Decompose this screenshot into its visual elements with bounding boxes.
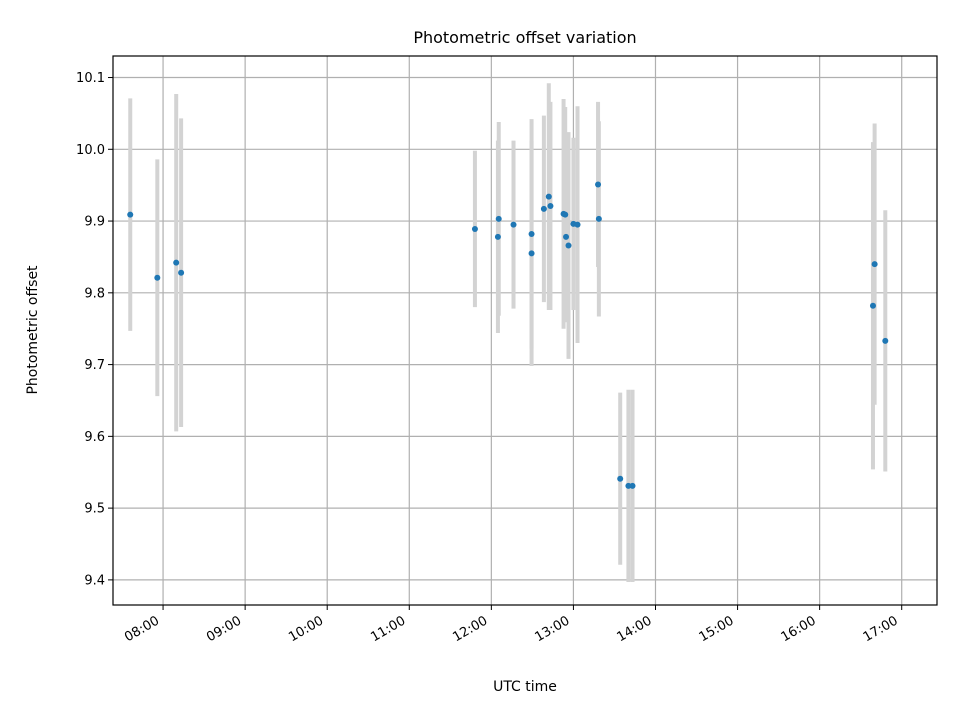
x-axis-label: UTC time (493, 679, 557, 695)
data-points (127, 181, 889, 489)
data-point (528, 250, 535, 257)
data-point (574, 221, 581, 228)
chart-title: Photometric offset variation (413, 28, 636, 47)
data-point (562, 211, 569, 218)
data-point (494, 233, 501, 240)
data-point (178, 269, 185, 276)
data-point (629, 482, 636, 489)
y-tick-label: 9.4 (84, 573, 105, 588)
data-point (127, 211, 134, 218)
y-tick-label: 9.9 (84, 215, 105, 230)
y-tick-label: 10.0 (76, 143, 105, 158)
data-point (625, 482, 632, 489)
data-point (617, 475, 624, 482)
data-point (869, 302, 876, 309)
data-point (871, 261, 878, 268)
data-point (154, 274, 161, 281)
data-point (545, 193, 552, 200)
data-point (547, 202, 554, 209)
data-point (595, 181, 602, 188)
y-tick-label: 10.1 (76, 71, 105, 86)
data-point (495, 215, 502, 222)
data-point (510, 221, 517, 228)
y-tick-label: 9.7 (84, 358, 105, 373)
y-tick-label: 9.8 (84, 286, 105, 301)
data-point (595, 215, 602, 222)
data-point (565, 242, 572, 249)
plot-frame (112, 55, 938, 606)
y-axis-label: Photometric offset (25, 265, 41, 395)
y-tick-label: 9.5 (84, 502, 105, 517)
data-point (563, 233, 570, 240)
data-point (471, 225, 478, 232)
data-point (882, 337, 889, 344)
data-point (540, 205, 547, 212)
data-point (528, 230, 535, 237)
data-point (173, 259, 180, 266)
y-tick-label: 9.6 (84, 430, 105, 445)
